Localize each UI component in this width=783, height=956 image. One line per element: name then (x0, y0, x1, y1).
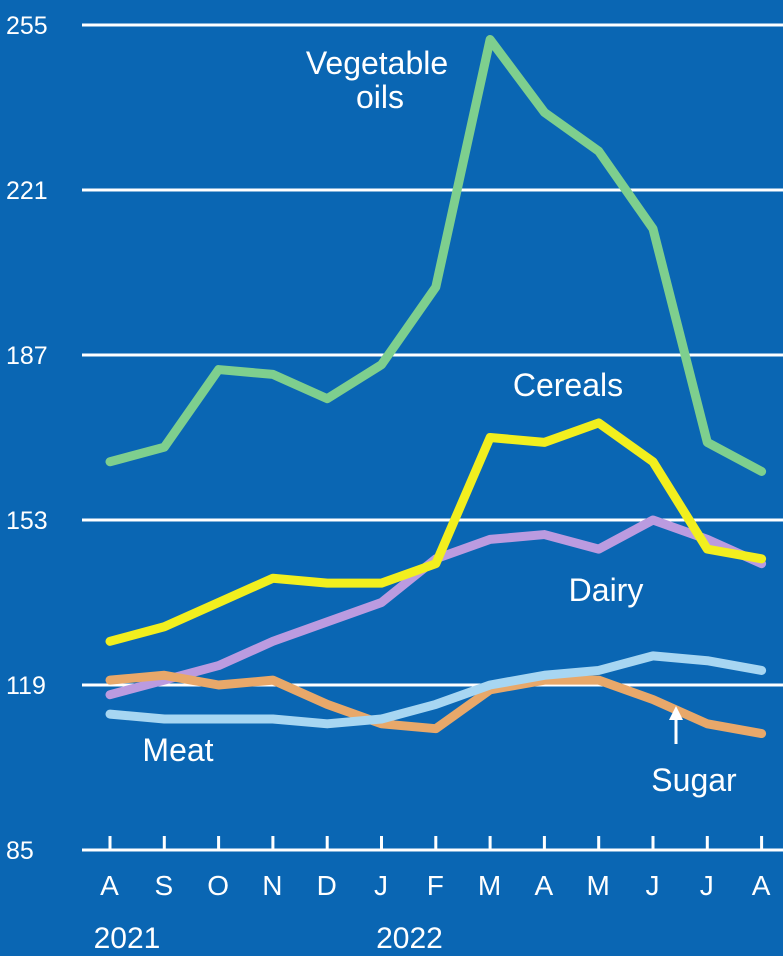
x-axis: A S O N D J F M A M J J A 2021 2022 (82, 836, 783, 955)
label-cereals: Cereals (513, 367, 623, 403)
gridlines (82, 23, 783, 687)
x-tick-label: J (646, 870, 661, 901)
x-tick-label: M (587, 870, 611, 901)
x-tick-label: O (207, 870, 230, 901)
label-dairy: Dairy (569, 572, 644, 608)
x-tick-label: J (700, 870, 715, 901)
series-labels: Vegetable oils Cereals Dairy Meat Sugar (142, 45, 737, 798)
label-vegetable-oils-line1: Vegetable (306, 45, 448, 81)
x-tick-label: A (752, 870, 772, 901)
year-label: 2021 (94, 922, 161, 955)
sugar-arrow (669, 706, 683, 744)
y-tick-label: 119 (6, 672, 46, 700)
x-tick-label: D (317, 870, 338, 901)
label-vegetable-oils-line2: oils (356, 79, 404, 115)
label-sugar: Sugar (651, 762, 737, 798)
x-tick-label: A (535, 870, 555, 901)
x-tick-label: F (427, 870, 445, 901)
y-tick-label: 153 (6, 507, 48, 535)
year-label: 2022 (376, 922, 443, 955)
y-tick-label: 85 (6, 837, 34, 865)
series-line-cereals (105, 418, 767, 646)
y-tick-label: 187 (6, 342, 48, 370)
y-tick-label: 221 (6, 177, 48, 205)
y-tick-labels: 85 119 153 187 221 255 (6, 12, 48, 865)
series-lines (105, 35, 767, 739)
label-meat: Meat (142, 732, 213, 768)
series-line-sugar (105, 670, 767, 739)
series-line-meat (105, 651, 767, 729)
x-tick-label: J (374, 870, 389, 901)
series-line-vegetable-oils (105, 35, 767, 476)
x-tick-label: A (100, 870, 120, 901)
x-tick-label: N (262, 870, 283, 901)
x-tick-label: S (154, 870, 174, 901)
x-tick-label: M (478, 870, 502, 901)
y-tick-label: 255 (6, 12, 48, 40)
